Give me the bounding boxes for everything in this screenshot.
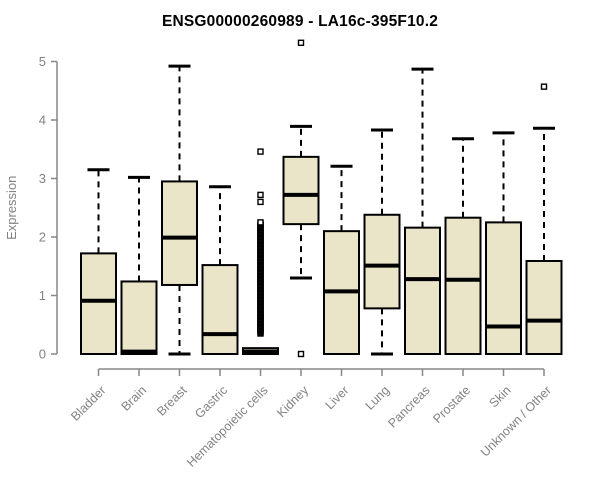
y-tick-label: 1 (39, 288, 46, 303)
x-tick-label: Kidney (274, 383, 311, 420)
box-breast (161, 64, 198, 356)
x-tick-label: Skin (487, 383, 514, 410)
outlier-point (257, 198, 264, 206)
y-tick-label: 2 (39, 230, 46, 245)
box-skin (485, 131, 522, 355)
box-unknown-other (525, 83, 563, 355)
box-brain (120, 175, 158, 355)
outlier-point (297, 39, 305, 46)
box-pancreas (404, 67, 441, 355)
x-tick-label: Gastric (192, 383, 230, 421)
box-kidney (282, 39, 320, 358)
box-rect (404, 226, 441, 355)
chart-title: ENSG00000260989 - LA16c-395F10.2 (161, 13, 439, 30)
box-rect (485, 221, 522, 355)
x-tick-label: Hematopoietic cells (184, 383, 271, 470)
y-axis-title: Expression (4, 176, 19, 240)
box-gastric (201, 185, 239, 355)
x-tick-label: Brain (119, 383, 150, 414)
y-tick-label: 3 (39, 171, 46, 186)
y-tick-label: 4 (39, 113, 46, 128)
x-tick-label: Lung (363, 383, 393, 413)
outlier-point (257, 148, 264, 155)
outlier-point (257, 219, 264, 226)
x-tick-label: Breast (154, 383, 190, 419)
x-tick-label: Unknown / Other (478, 383, 554, 459)
box-rect (525, 259, 563, 355)
y-axis: 0 1 2 3 4 5 Expression (4, 54, 58, 362)
x-tick-label: Bladder (68, 383, 108, 423)
box-hematopoietic-cells (242, 148, 279, 355)
box-bladder (80, 168, 117, 356)
box-rect (282, 155, 320, 226)
box-rect (80, 252, 117, 356)
box-rect (444, 216, 482, 355)
box-rect (120, 280, 158, 355)
outlier-point (540, 83, 548, 90)
outlier-point (257, 191, 264, 199)
x-tick-label: Pancreas (385, 383, 432, 430)
box-rect (161, 180, 198, 286)
box-lung (363, 128, 401, 356)
x-tick-label: Prostate (430, 383, 473, 426)
box-liver (323, 164, 360, 355)
y-tick-label: 0 (39, 347, 46, 362)
box-rect (201, 264, 239, 355)
y-tick-label: 5 (39, 54, 46, 69)
outlier-point (297, 350, 305, 358)
box-prostate (444, 137, 482, 355)
box-rect (363, 213, 401, 310)
x-tick-label: Liver (323, 383, 352, 412)
